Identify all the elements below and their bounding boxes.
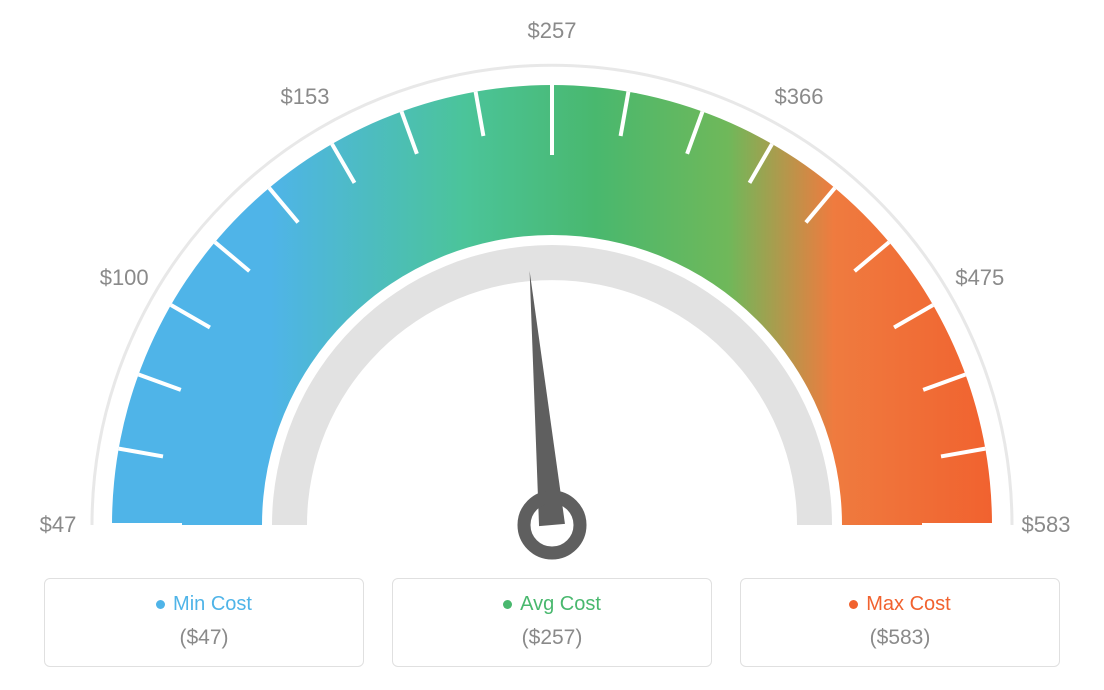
legend-dot-avg	[503, 600, 512, 609]
legend-value-min: ($47)	[45, 626, 363, 650]
legend-value-max: ($583)	[741, 626, 1059, 650]
legend-label-avg: Avg Cost	[520, 593, 601, 616]
legend-title-max: Max Cost	[849, 593, 950, 616]
gauge-tick-label: $583	[1022, 512, 1071, 537]
legend-card-min: Min Cost ($47)	[44, 578, 364, 667]
gauge-chart: $47 $100 $153 $257 $366 $475 $583	[0, 0, 1104, 560]
legend-row: Min Cost ($47) Avg Cost ($257) Max Cost …	[0, 578, 1104, 667]
gauge-tick-label: $47	[40, 512, 77, 537]
legend-title-avg: Avg Cost	[503, 593, 601, 616]
legend-title-min: Min Cost	[156, 593, 252, 616]
legend-dot-min	[156, 600, 165, 609]
gauge-tick-label: $366	[775, 84, 824, 109]
legend-value-avg: ($257)	[393, 626, 711, 650]
legend-label-max: Max Cost	[866, 593, 950, 616]
legend-card-avg: Avg Cost ($257)	[392, 578, 712, 667]
gauge-needle	[530, 271, 565, 526]
legend-card-max: Max Cost ($583)	[740, 578, 1060, 667]
legend-label-min: Min Cost	[173, 593, 252, 616]
gauge-tick-label: $100	[100, 265, 149, 290]
gauge-svg: $47 $100 $153 $257 $366 $475 $583	[0, 0, 1104, 560]
legend-dot-max	[849, 600, 858, 609]
gauge-tick-label: $153	[281, 84, 330, 109]
gauge-tick-label: $475	[955, 265, 1004, 290]
gauge-tick-label: $257	[528, 18, 577, 43]
